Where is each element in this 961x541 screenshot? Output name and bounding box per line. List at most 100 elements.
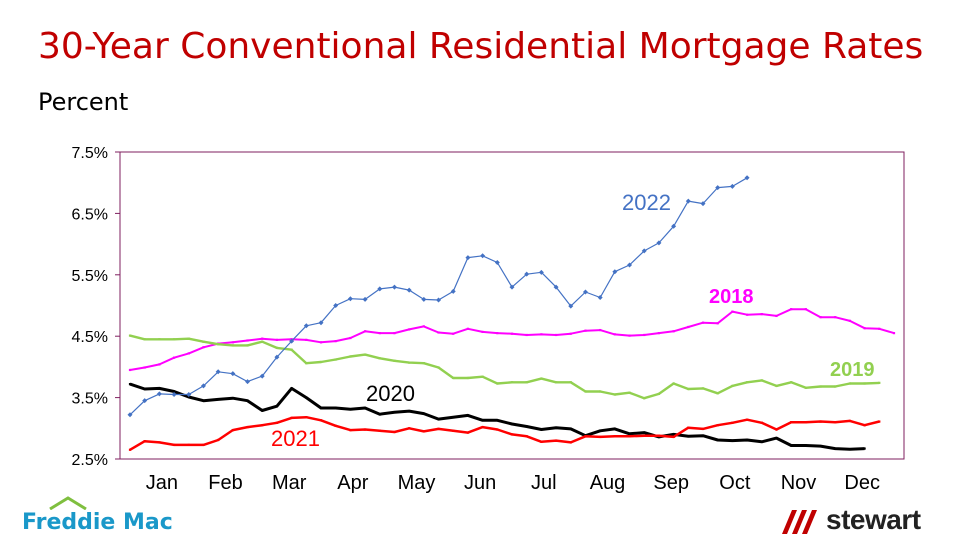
data-point <box>878 420 881 423</box>
data-point <box>378 357 381 360</box>
data-point <box>246 425 249 429</box>
data-point <box>613 393 616 396</box>
data-point <box>437 427 440 431</box>
data-point <box>554 439 558 442</box>
data-point <box>230 371 236 377</box>
data-point <box>584 435 587 438</box>
data-point <box>217 438 220 442</box>
data-point <box>156 391 162 397</box>
data-point <box>187 337 190 340</box>
data-point <box>878 327 881 330</box>
series-2020 <box>128 382 866 451</box>
data-point <box>525 381 528 384</box>
y-tick-label: 7.5% <box>72 145 108 162</box>
data-point <box>275 338 279 341</box>
data-point <box>760 421 763 424</box>
data-point <box>554 333 558 337</box>
data-point <box>775 437 778 440</box>
data-point <box>480 253 486 259</box>
data-point <box>641 248 647 254</box>
data-point <box>643 397 646 400</box>
data-point <box>408 328 411 331</box>
data-point <box>422 412 425 415</box>
data-point <box>863 327 866 330</box>
data-point <box>349 336 352 340</box>
freddie-mac-text: Freddie Mac <box>22 510 173 535</box>
data-point <box>466 431 470 434</box>
series-label-2022: 2022 <box>622 190 671 215</box>
data-point <box>393 359 396 362</box>
data-point <box>628 391 631 394</box>
data-point <box>599 435 602 438</box>
data-point <box>202 399 205 402</box>
x-tick-label: Dec <box>844 472 880 494</box>
data-point <box>599 429 602 432</box>
data-point <box>863 382 866 385</box>
freddie-mac-logo: Freddie Mac <box>22 496 182 541</box>
data-point <box>804 444 807 447</box>
series-label-2019: 2019 <box>830 359 875 381</box>
data-point <box>378 413 381 416</box>
data-point <box>834 421 837 424</box>
x-tick-label: Mar <box>272 472 307 494</box>
x-tick-label: Sep <box>653 472 689 494</box>
data-point <box>349 429 352 432</box>
data-point <box>143 338 146 341</box>
data-point <box>510 422 514 426</box>
data-point <box>319 360 323 364</box>
data-point <box>305 416 308 419</box>
series-2018 <box>128 308 896 372</box>
data-point <box>231 397 234 400</box>
data-point <box>540 440 543 443</box>
data-point <box>481 425 484 429</box>
data-point <box>819 385 822 388</box>
data-point <box>701 434 705 437</box>
data-point <box>334 358 337 361</box>
data-point <box>729 183 735 189</box>
data-point <box>744 175 750 181</box>
data-point <box>510 433 514 436</box>
data-point <box>362 296 368 302</box>
data-point <box>202 443 205 446</box>
data-point <box>290 387 293 390</box>
data-point <box>687 426 690 429</box>
data-point <box>525 425 528 428</box>
data-point <box>643 431 646 434</box>
data-point <box>245 379 251 385</box>
data-point <box>701 387 705 390</box>
data-point <box>275 346 279 349</box>
data-point <box>437 366 440 369</box>
data-point <box>305 338 308 341</box>
data-point <box>128 448 132 451</box>
data-point <box>363 353 367 356</box>
data-point <box>466 376 470 380</box>
data-point <box>613 427 616 431</box>
data-point <box>261 424 264 427</box>
data-point <box>363 406 367 410</box>
data-point <box>436 297 442 303</box>
data-point <box>274 354 280 360</box>
data-point <box>892 332 896 335</box>
data-point <box>319 419 323 422</box>
data-point <box>142 398 148 404</box>
data-point <box>775 428 778 431</box>
data-point <box>863 447 866 450</box>
data-point <box>715 185 721 191</box>
data-point <box>848 382 852 385</box>
x-tick-label: May <box>398 472 436 494</box>
data-point <box>834 316 837 319</box>
data-point <box>143 366 146 369</box>
data-point <box>347 296 353 302</box>
x-tick-label: Nov <box>781 472 817 494</box>
data-point <box>349 408 352 411</box>
data-point <box>158 387 161 390</box>
data-point <box>172 443 176 446</box>
data-point <box>202 340 205 343</box>
data-point <box>186 392 192 398</box>
data-point <box>804 308 807 311</box>
data-point <box>158 441 161 444</box>
data-point <box>716 322 719 325</box>
data-point <box>231 341 234 344</box>
data-point <box>790 308 793 311</box>
